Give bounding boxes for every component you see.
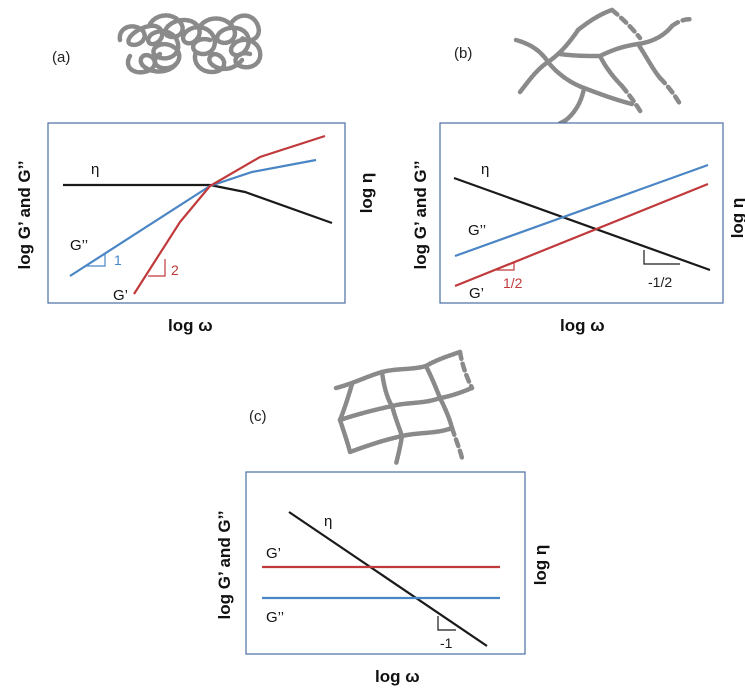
- g-storage-slope-triangle: [148, 259, 166, 277]
- x-axis-title: log ω: [560, 316, 605, 335]
- g-loss-label: G’’: [468, 222, 486, 239]
- network-icon: [333, 349, 475, 467]
- g-loss-curve: [69, 158, 317, 277]
- g-storage-slope-label: 1/2: [503, 275, 523, 291]
- eta-label: η: [481, 161, 489, 178]
- x-axis-title: log ω: [168, 316, 213, 335]
- g-loss-slope-label: 1: [114, 252, 122, 268]
- eta-slope-label: -1: [440, 635, 453, 651]
- panel-c-letter: (c): [249, 408, 267, 425]
- g-storage-label: G’: [266, 545, 281, 562]
- branched-chain-icon: [513, 7, 697, 135]
- g-loss-label: G’’: [266, 609, 284, 626]
- eta-curve: [288, 511, 488, 647]
- eta-label: η: [91, 161, 99, 178]
- eta-slope-triangle: [437, 616, 456, 631]
- g-loss-curve: [454, 163, 709, 258]
- g-storage-slope-triangle: [496, 262, 515, 271]
- x-axis-title: log ω: [375, 667, 420, 686]
- y-axis-right-title: log η: [357, 173, 376, 214]
- chart-frame: [245, 471, 526, 655]
- panel-a: (a) 1 2 η G’’ G’ log ω log G’ and G’’ lo…: [15, 13, 376, 335]
- y-axis-right-title: log η: [728, 198, 745, 239]
- eta-curve: [63, 183, 333, 225]
- g-storage-curve: [454, 182, 709, 288]
- panel-a-letter: (a): [52, 49, 70, 66]
- eta-label: η: [324, 513, 332, 530]
- y-axis-left-title: log G’ and G’’: [15, 161, 34, 270]
- y-axis-left-title: log G’ and G’’: [411, 161, 430, 270]
- chart-frame: [47, 122, 346, 304]
- y-axis-left-title: log G’ and G’’: [215, 511, 234, 620]
- eta-slope-triangle: [643, 250, 680, 265]
- entangled-coil-icon: [117, 13, 263, 75]
- eta-curve: [453, 176, 711, 272]
- g-storage-label: G’: [469, 285, 484, 302]
- eta-slope-label: -1/2: [648, 274, 672, 290]
- g-storage-slope-label: 2: [171, 262, 179, 278]
- y-axis-right-title: log η: [531, 545, 550, 586]
- g-loss-label: G’’: [70, 237, 88, 254]
- g-storage-curve: [133, 134, 326, 295]
- g-loss-slope-triangle: [87, 253, 106, 267]
- g-storage-label: G’: [113, 287, 128, 304]
- panel-c: (c) -1 η G’ G’’ log ω log G’ and G’’ log…: [215, 349, 550, 686]
- panel-b-letter: (b): [454, 45, 472, 62]
- panel-b: (b) 1/2 -1/2 η G’’ G’ log ω: [411, 7, 745, 335]
